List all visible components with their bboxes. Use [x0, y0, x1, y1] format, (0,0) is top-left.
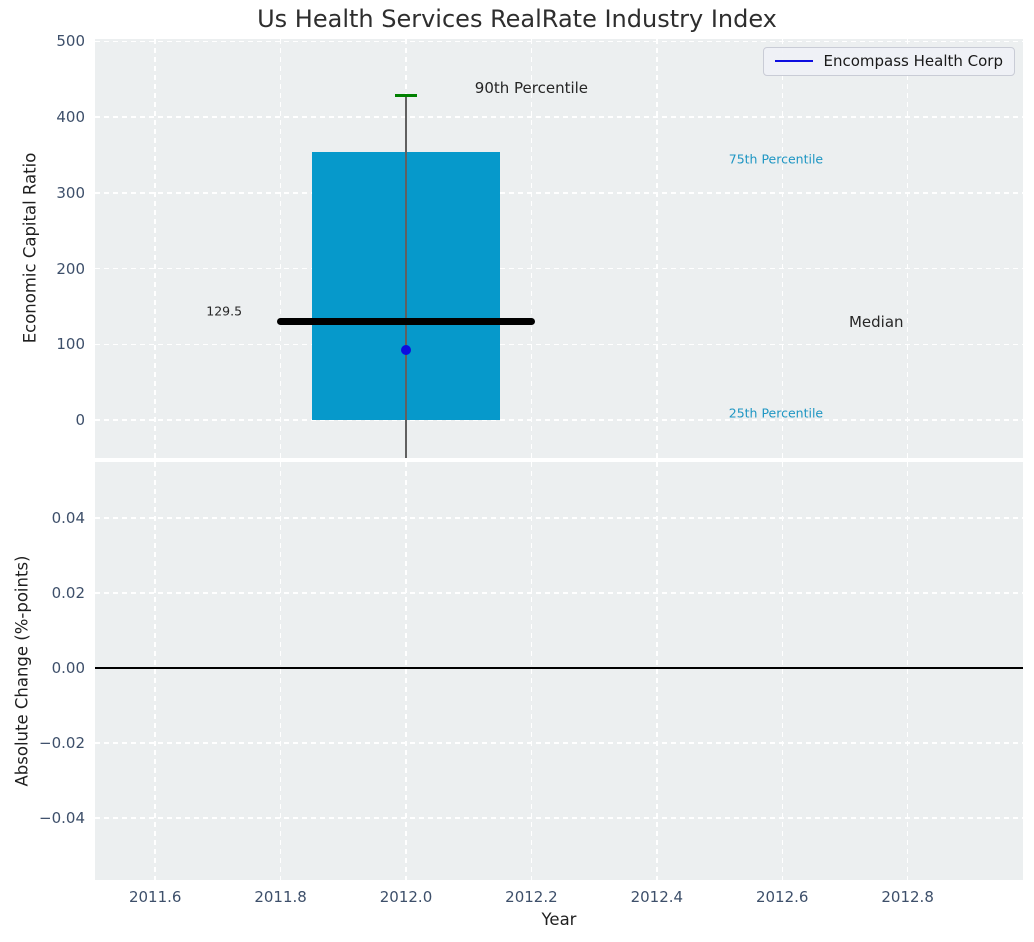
gridline-vertical	[154, 39, 156, 458]
gridline-horizontal	[95, 419, 1023, 421]
y-tick-label: 0.00	[51, 658, 85, 677]
annotation: Median	[848, 312, 904, 331]
x-axis-label: Year	[541, 910, 577, 929]
gridline-horizontal	[95, 742, 1023, 744]
whisker-line	[405, 95, 407, 458]
top-axes: Encompass Health Corp 0 100 200 300 400 500 90…	[56, 32, 1023, 458]
annotation: 75th Percentile	[728, 151, 824, 167]
y-tick-label: 0.04	[51, 508, 85, 527]
chart-title: Us Health Services RealRate Industry Ind…	[257, 5, 777, 33]
x-tick-label: 2012.4	[630, 888, 684, 906]
gridline-vertical	[906, 462, 909, 880]
legend-label: Encompass Health Corp	[823, 52, 1004, 70]
gridline-vertical	[405, 462, 407, 880]
x-tick-label: 2012.0	[379, 888, 433, 906]
gridline-vertical	[279, 462, 282, 880]
x-tick-label: 2012.8	[881, 888, 934, 906]
gridline-horizontal	[95, 267, 1023, 270]
y-axis-label-top: Economic Capital Ratio	[20, 152, 40, 344]
p90-cap	[395, 94, 417, 98]
median-line	[277, 318, 535, 326]
y-tick-label: 0.02	[51, 583, 85, 602]
gridline-vertical	[781, 39, 783, 458]
annotation: 129.5	[206, 303, 243, 319]
annotation: 25th Percentile	[728, 405, 824, 421]
x-tick-label: 2011.8	[254, 888, 307, 906]
gridline-horizontal	[95, 192, 1023, 194]
company-point	[401, 345, 411, 356]
y-tick-label: −0.02	[39, 734, 85, 753]
gridline-vertical	[781, 462, 783, 880]
y-tick-label: 500	[56, 32, 85, 51]
gridline-vertical	[656, 39, 658, 458]
gridline-horizontal	[95, 817, 1023, 819]
zero-line	[95, 667, 1023, 669]
x-tick-label: 2012.2	[505, 888, 558, 906]
legend-line-swatch	[774, 60, 813, 62]
gridline-horizontal	[95, 517, 1023, 519]
y-tick-label: −0.04	[39, 809, 85, 828]
y-tick-label: 400	[56, 108, 85, 127]
gridline-horizontal	[95, 592, 1023, 594]
gridline-vertical	[656, 462, 658, 880]
legend: Encompass Health Corp	[762, 47, 1015, 76]
y-tick-label: 100	[56, 335, 85, 354]
x-tick-label: 2012.6	[755, 888, 809, 906]
y-tick-label: 300	[56, 183, 85, 202]
gridline-vertical	[906, 39, 909, 458]
y-tick-label: 0	[75, 411, 85, 430]
gridline-horizontal	[95, 40, 1023, 42]
gridline-horizontal	[95, 116, 1023, 118]
gridline-vertical	[530, 39, 533, 458]
y-tick-label: 200	[56, 259, 85, 278]
x-tick-label: 2011.6	[128, 888, 182, 906]
annotation: 90th Percentile	[474, 79, 589, 98]
bottom-axes: 2011.6 2011.8 2012.0 2012.2 2012.4 2012.6 2012…	[39, 462, 1023, 906]
gridline-vertical	[154, 462, 156, 880]
gridline-vertical	[530, 462, 533, 880]
gridline-vertical	[279, 39, 282, 458]
gridline-horizontal	[95, 343, 1023, 346]
